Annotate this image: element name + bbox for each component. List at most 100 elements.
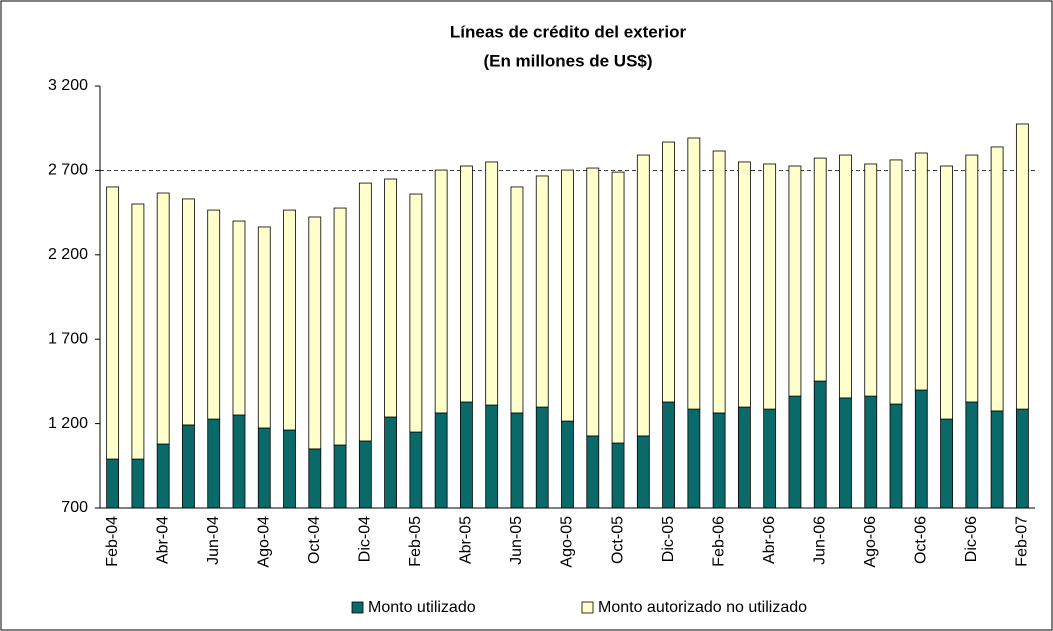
chart-subtitle: (En millones de US$) bbox=[483, 51, 652, 70]
bar-segment bbox=[434, 169, 448, 414]
bar-segment bbox=[384, 178, 398, 418]
bar-segment bbox=[106, 458, 120, 509]
y-tick-label: 700 bbox=[61, 499, 88, 516]
bar-segment bbox=[485, 404, 499, 509]
bar-segment bbox=[561, 420, 574, 509]
bar-segment bbox=[561, 169, 574, 422]
bar-segment bbox=[737, 406, 751, 509]
bar-segment bbox=[1015, 123, 1029, 410]
legend-label: Monto utilizado bbox=[368, 599, 476, 616]
x-tick-label: Ago-06 bbox=[862, 516, 879, 568]
x-tick-label: Ago-04 bbox=[255, 516, 272, 568]
y-tick-label: 2 700 bbox=[48, 162, 88, 179]
bar-segment bbox=[636, 435, 650, 509]
bar-segment bbox=[232, 220, 246, 416]
bar-segment bbox=[662, 401, 675, 509]
x-tick-label: Abr-04 bbox=[154, 516, 171, 564]
bar-segment bbox=[737, 161, 751, 408]
bar-segment bbox=[131, 203, 145, 460]
bar-segment bbox=[207, 209, 221, 420]
bar-segment bbox=[813, 157, 827, 382]
x-tick-label: Feb-05 bbox=[407, 516, 424, 567]
bar-segment bbox=[257, 427, 271, 509]
legend-swatch bbox=[581, 601, 594, 614]
x-tick-label: Oct-04 bbox=[306, 516, 323, 564]
bar-segment bbox=[156, 192, 170, 445]
x-tick-label: Dic-06 bbox=[963, 516, 980, 562]
bar-segment bbox=[864, 163, 878, 397]
bar-segment bbox=[990, 146, 1004, 412]
x-tick-label: Dic-04 bbox=[357, 516, 374, 562]
bar-segment bbox=[763, 163, 777, 410]
bar-segment bbox=[889, 403, 903, 509]
bar-segment bbox=[283, 209, 296, 431]
bar-segment bbox=[763, 408, 777, 509]
bar-segment bbox=[914, 389, 928, 509]
legend-label: Monto autorizado no utilizado bbox=[598, 599, 807, 616]
bar-segment bbox=[864, 395, 878, 509]
x-tick-label: Oct-05 bbox=[609, 516, 626, 564]
bar-segment bbox=[965, 154, 979, 403]
bar-segment bbox=[333, 207, 347, 446]
x-tick-label: Jun-05 bbox=[508, 516, 525, 565]
y-tick-label: 3 200 bbox=[48, 77, 88, 94]
bar-segment bbox=[940, 165, 953, 420]
y-tick-label: 1 200 bbox=[48, 415, 88, 432]
bar-segment bbox=[788, 165, 802, 397]
bar-segment bbox=[384, 416, 398, 509]
x-tick-label: Feb-04 bbox=[104, 516, 121, 567]
bar-segment bbox=[611, 442, 625, 509]
x-tick-label: Oct-06 bbox=[913, 516, 930, 564]
bar-segment bbox=[460, 401, 473, 509]
bar-segment bbox=[308, 216, 322, 450]
bar-segment bbox=[106, 186, 120, 460]
x-tick-label: Jun-06 bbox=[811, 516, 828, 565]
bar-segment bbox=[813, 380, 827, 509]
bar-segment bbox=[510, 186, 524, 414]
bar-segment bbox=[839, 397, 852, 509]
x-tick-label: Feb-07 bbox=[1014, 516, 1031, 567]
bar-segment bbox=[712, 412, 726, 509]
bar-segment bbox=[535, 406, 549, 509]
bar-segment bbox=[409, 431, 423, 509]
x-tick-label: Ago-05 bbox=[559, 516, 576, 568]
bar-segment bbox=[687, 137, 701, 410]
x-tick-label: Jun-04 bbox=[205, 516, 222, 565]
bar-segment bbox=[434, 412, 448, 509]
bar-segment bbox=[182, 198, 195, 426]
x-tick-label: Abr-06 bbox=[761, 516, 778, 564]
bar-segment bbox=[636, 154, 650, 437]
bar-segment bbox=[839, 154, 852, 399]
bar-segment bbox=[965, 401, 979, 509]
bar-segment bbox=[358, 182, 372, 442]
bar-segment bbox=[1015, 408, 1029, 509]
bar-segment bbox=[131, 458, 145, 509]
bar-segment bbox=[232, 414, 246, 509]
bar-segment bbox=[409, 193, 423, 433]
bar-segment bbox=[283, 429, 296, 509]
bar-segment bbox=[358, 440, 372, 509]
bar-segment bbox=[940, 418, 953, 509]
bar-segment bbox=[333, 444, 347, 509]
bar-segment bbox=[662, 141, 675, 403]
bar-segment bbox=[611, 171, 625, 444]
bar-segment bbox=[586, 435, 600, 509]
y-tick-label: 2 200 bbox=[48, 246, 88, 263]
bar-segment bbox=[788, 395, 802, 509]
bar-segment bbox=[914, 152, 928, 391]
y-tick-label: 1 700 bbox=[48, 330, 88, 347]
bar-segment bbox=[156, 443, 170, 509]
bar-segment bbox=[586, 167, 600, 437]
bar-segment bbox=[535, 175, 549, 408]
bar-segment bbox=[485, 161, 499, 406]
x-tick-label: Dic-05 bbox=[660, 516, 677, 562]
bar-segment bbox=[207, 418, 221, 509]
bar-segment bbox=[687, 408, 701, 509]
legend-swatch bbox=[351, 601, 364, 614]
chart-title: Líneas de crédito del exterior bbox=[450, 22, 687, 41]
bar-segment bbox=[712, 150, 726, 414]
bar-segment bbox=[889, 159, 903, 405]
x-tick-label: Abr-05 bbox=[458, 516, 475, 564]
